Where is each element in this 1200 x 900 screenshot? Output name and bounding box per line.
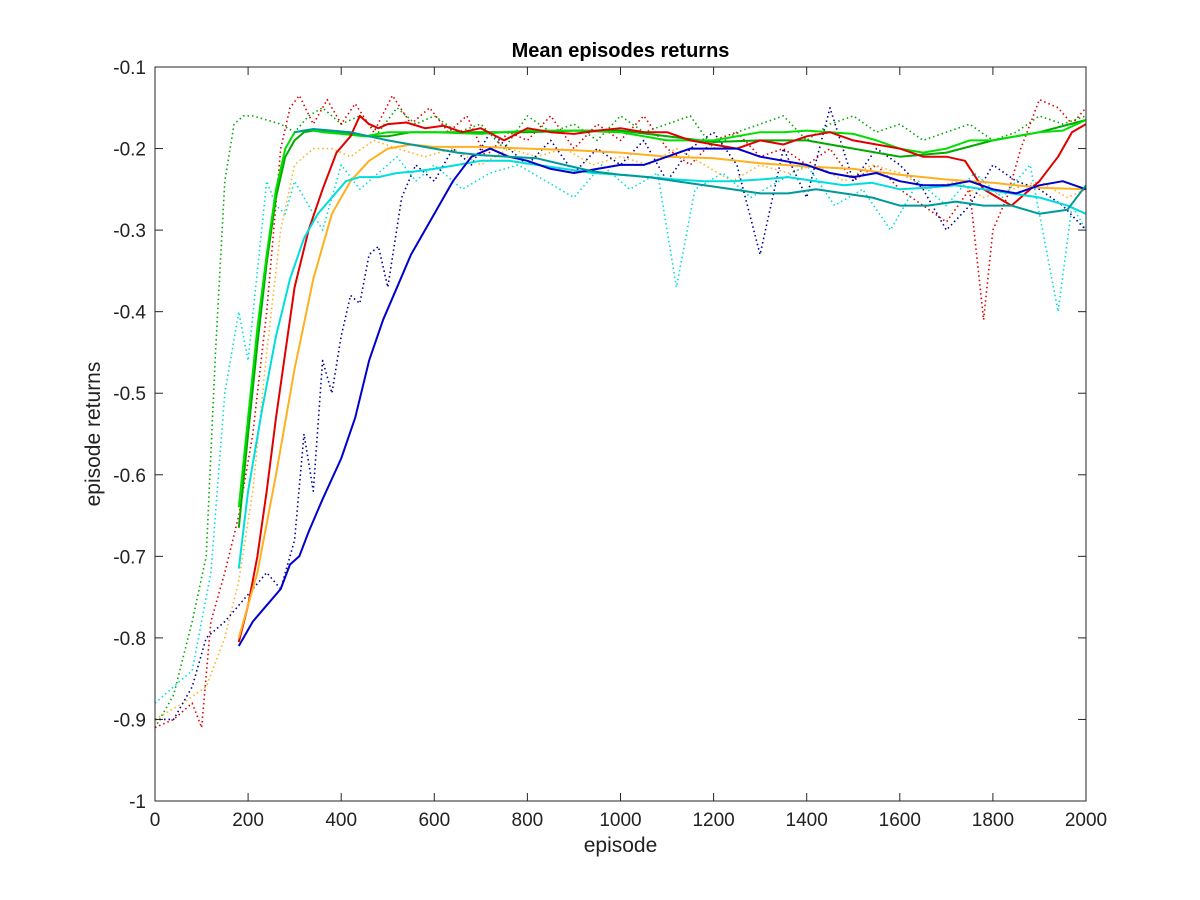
series-4-solid-line xyxy=(237,114,1087,643)
x-tick-label: 1800 xyxy=(972,810,1014,831)
x-tick-label: 1600 xyxy=(879,810,921,831)
y-tick-label: -0.9 xyxy=(113,710,146,731)
x-tick-label: 200 xyxy=(232,810,264,831)
series-0-dotted-line xyxy=(154,107,1087,728)
x-tick-label: 2000 xyxy=(1065,810,1107,831)
x-tick-label: 600 xyxy=(418,810,450,831)
x-tick-label: 0 xyxy=(150,810,161,831)
series-9-dotted-line xyxy=(155,107,1087,721)
y-tick-label: -0.1 xyxy=(113,58,146,79)
y-tick-label: -0.7 xyxy=(113,547,146,568)
series-10-solid-line xyxy=(237,147,1087,647)
y-tick-label: -0.2 xyxy=(113,140,146,161)
chart-title: Mean episodes returns xyxy=(512,40,730,62)
x-tick-label: 1200 xyxy=(692,810,734,831)
y-tick-label: -0.4 xyxy=(113,303,146,324)
series-8-solid-line xyxy=(237,159,1087,569)
y-tick-label: -1 xyxy=(129,792,146,813)
x-tick-label: 1000 xyxy=(599,810,641,831)
y-tick-label: -0.8 xyxy=(113,629,146,650)
y-tick-label: -0.6 xyxy=(113,466,146,487)
x-axis-label: episode xyxy=(584,834,658,857)
series-layer xyxy=(154,94,1087,729)
series-6-solid-line xyxy=(237,143,1087,639)
y-tick-label: -0.3 xyxy=(113,221,146,242)
x-tick-label: 400 xyxy=(325,810,357,831)
x-tick-label: 1400 xyxy=(786,810,828,831)
y-tick-label: -0.5 xyxy=(113,384,146,405)
series-7-dotted-line xyxy=(154,155,1087,704)
series-11-solid-line xyxy=(294,128,1087,215)
ticks-layer: 0 200 400 600 800 1000 1200 1400 1600 1800 2000 -1 -… xyxy=(113,58,1107,831)
x-tick-label: 800 xyxy=(512,810,544,831)
plot-area xyxy=(155,67,1086,801)
y-axis-label: episode returns xyxy=(82,362,105,507)
